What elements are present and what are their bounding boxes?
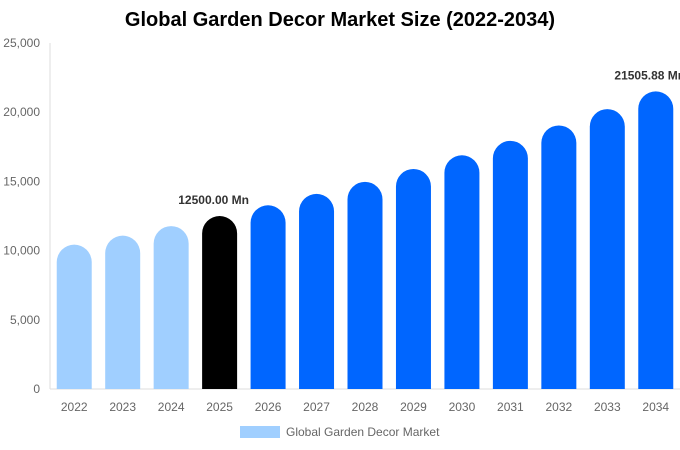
- x-tick-label: 2027: [303, 400, 330, 414]
- y-tick-label: 10,000: [3, 244, 40, 258]
- data-label-2034: 21505.88 Mn: [614, 68, 680, 82]
- x-tick-label: 2025: [206, 400, 233, 414]
- x-tick-label: 2033: [594, 400, 621, 414]
- y-tick-label: 5,000: [10, 313, 40, 327]
- x-tick-label: 2023: [109, 400, 136, 414]
- legend[interactable]: Global Garden Decor Market: [240, 425, 439, 439]
- bar-2024: [153, 226, 189, 389]
- bar-2032: [541, 125, 577, 389]
- x-tick-label: 2026: [255, 400, 282, 414]
- x-tick-label: 2029: [400, 400, 427, 414]
- data-label-2025: 12500.00 Mn: [178, 193, 249, 207]
- x-tick-label: 2031: [497, 400, 524, 414]
- bar-2025: [202, 216, 238, 389]
- x-tick-label: 2022: [61, 400, 88, 414]
- bar-2023: [105, 235, 141, 389]
- x-tick-label: 2024: [158, 400, 185, 414]
- y-tick-label: 20,000: [3, 105, 40, 119]
- legend-swatch: [240, 426, 280, 438]
- y-tick-label: 15,000: [3, 174, 40, 188]
- legend-label: Global Garden Decor Market: [286, 425, 440, 439]
- bar-2030: [444, 155, 480, 389]
- bar-2026: [250, 205, 286, 389]
- y-tick-label: 25,000: [3, 36, 40, 50]
- x-tick-label: 2030: [449, 400, 476, 414]
- bar-2022: [56, 244, 92, 389]
- x-tick-label: 2034: [642, 400, 669, 414]
- bar-2028: [347, 181, 383, 389]
- bar-2034: [638, 91, 674, 390]
- x-tick-label: 2032: [545, 400, 572, 414]
- y-tick-label: 0: [33, 382, 40, 396]
- bar-2033: [589, 109, 625, 389]
- x-tick-label: 2028: [352, 400, 379, 414]
- bar-2027: [299, 193, 335, 389]
- bar-2029: [395, 168, 431, 389]
- chart-title: Global Garden Decor Market Size (2022-20…: [124, 9, 556, 31]
- bar-2031: [492, 140, 528, 389]
